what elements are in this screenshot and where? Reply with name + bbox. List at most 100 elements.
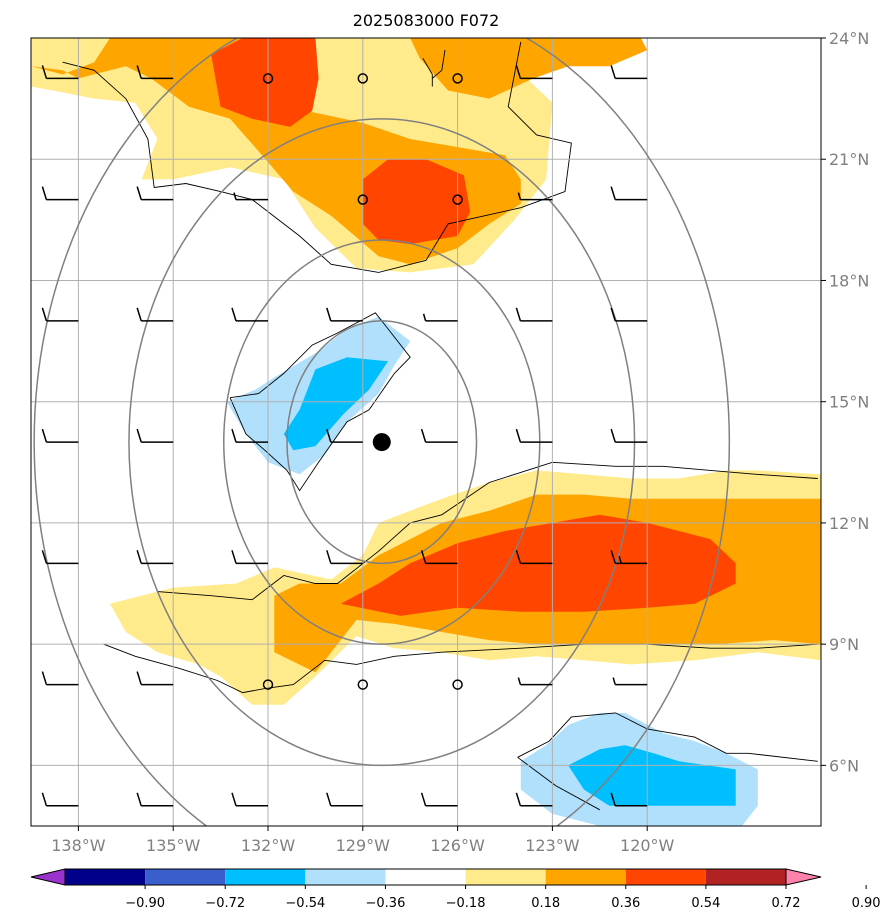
plot-frame [30, 37, 822, 827]
wind-barb-42 [41, 792, 79, 807]
wind-barb-flag [41, 65, 48, 79]
wind-barb-calm-3 [357, 73, 369, 84]
wind-barb-calm-2 [262, 73, 274, 84]
wind-barb-15 [136, 307, 174, 322]
wind-barb-48 [610, 792, 648, 807]
wind-barb-16 [231, 307, 268, 322]
colorbar-label-6: 0.36 [611, 896, 640, 911]
wind-barb-flag [136, 65, 142, 79]
wind-barb-flag [231, 792, 237, 807]
contour-line-3 [103, 643, 818, 694]
x-axis-ticks: 138°W 135°W 132°W 129°W 126°W 123°W 120°W [51, 826, 675, 855]
wind-barb-flag [610, 307, 616, 322]
shaded-region-10 [568, 745, 736, 806]
wind-barb-14 [41, 307, 79, 322]
wind-barb-28 [41, 550, 79, 565]
wind-barb-half-flag [618, 556, 622, 564]
colorbar-label-1: −0.72 [205, 896, 245, 911]
contour-line-6 [422, 57, 433, 87]
wind-barb-1 [136, 65, 174, 80]
wind-barb-8 [136, 186, 174, 201]
wind-barb-flag [326, 550, 332, 564]
wind-barb-flag [231, 550, 237, 564]
wind-barb-33 [515, 550, 553, 565]
wind-barb-flag [41, 550, 48, 564]
wind-barb-flag [420, 428, 427, 443]
wind-barb-44 [231, 792, 268, 807]
wind-barb-46 [420, 792, 458, 807]
colorbar-box-3 [305, 869, 386, 885]
range-ring-3 [33, 38, 731, 826]
wind-barb-flag [41, 671, 48, 685]
colorbar-box-7 [625, 869, 706, 885]
colorbar-extend-high [785, 868, 822, 886]
wind-barb-12 [517, 192, 553, 201]
x-tick-label-4: 126°W [430, 836, 485, 855]
wind-barb-29 [136, 550, 174, 565]
shaded-region-8 [283, 357, 389, 451]
wind-barb-calm-39 [452, 679, 463, 690]
wind-barb-flag [41, 428, 48, 443]
contour-line-5 [517, 756, 601, 811]
wind-barb-22 [136, 428, 174, 443]
wind-barb-24 [326, 428, 363, 443]
wind-barb-half-flag [517, 192, 522, 200]
wind-barb-half-flag [612, 677, 616, 685]
wind-barb-21 [41, 428, 79, 443]
chart-title: 2025083000 F072 [353, 11, 500, 30]
wind-barb-25 [420, 428, 458, 443]
wind-barb-0 [41, 65, 79, 80]
wind-barb-flag [41, 186, 48, 200]
wind-barb-13 [610, 186, 648, 201]
wind-barb-flag [41, 792, 48, 807]
x-tick-label-1: 135°W [146, 836, 201, 855]
colorbar-frame [64, 868, 787, 886]
wind-barb-flag [136, 307, 142, 322]
wind-barb-flag [420, 792, 427, 807]
wind-barb-calm-4 [452, 73, 463, 84]
wind-barb-flag [136, 792, 142, 807]
colorbar-label-2: −0.54 [285, 896, 325, 911]
wind-barb-calm-37 [262, 679, 274, 690]
wind-barb-27 [610, 428, 648, 443]
wind-barb-41 [612, 677, 648, 686]
colorbar-box-5 [465, 869, 546, 885]
y-tick-label-3: 15°N [829, 393, 869, 412]
colorbar: −0.90 −0.72 −0.54 −0.36 −0.18 0.18 0.36 0.54 0.7… [30, 868, 881, 911]
y-tick-label-5: 9°N [829, 635, 859, 654]
wind-barb-flag [610, 550, 616, 564]
x-tick-label-3: 129°W [336, 836, 391, 855]
gridlines [31, 37, 821, 826]
wind-barb-half-flag [422, 313, 427, 322]
wind-barb-5 [515, 65, 553, 80]
colorbar-label-3: −0.36 [366, 896, 406, 911]
colorbar-label-9: 0.90 [852, 896, 881, 911]
wind-barb-47 [515, 792, 553, 807]
x-tick-label-0: 138°W [51, 836, 106, 855]
storm-center-marker [372, 433, 391, 452]
wind-barb-32 [420, 550, 458, 565]
wind-barb-30 [231, 550, 268, 565]
wind-barb-35 [41, 671, 79, 686]
wind-barb-flag [515, 65, 522, 79]
colorbar-box-6 [545, 869, 626, 885]
wind-barb-flag [231, 307, 237, 322]
colorbar-label-5: 0.18 [531, 896, 560, 911]
wind-barb-calm-38 [357, 679, 369, 690]
wind-barb-flag [136, 186, 142, 200]
colorbar-box-2 [225, 869, 306, 885]
shaded-region-5 [362, 159, 471, 245]
wind-barb-19 [515, 307, 553, 322]
wind-barb-45 [326, 792, 363, 807]
colorbar-box-1 [145, 869, 226, 885]
wind-barb-43 [136, 792, 174, 807]
wind-barb-flag [610, 428, 616, 443]
shaded-region-2-part [410, 38, 648, 99]
colorbar-label-4: −0.18 [446, 896, 486, 911]
wind-barb-31 [326, 550, 363, 565]
y-tick-label-2: 18°N [829, 271, 869, 290]
wind-barb-flag [515, 428, 522, 443]
x-tick-label-6: 120°W [620, 836, 675, 855]
